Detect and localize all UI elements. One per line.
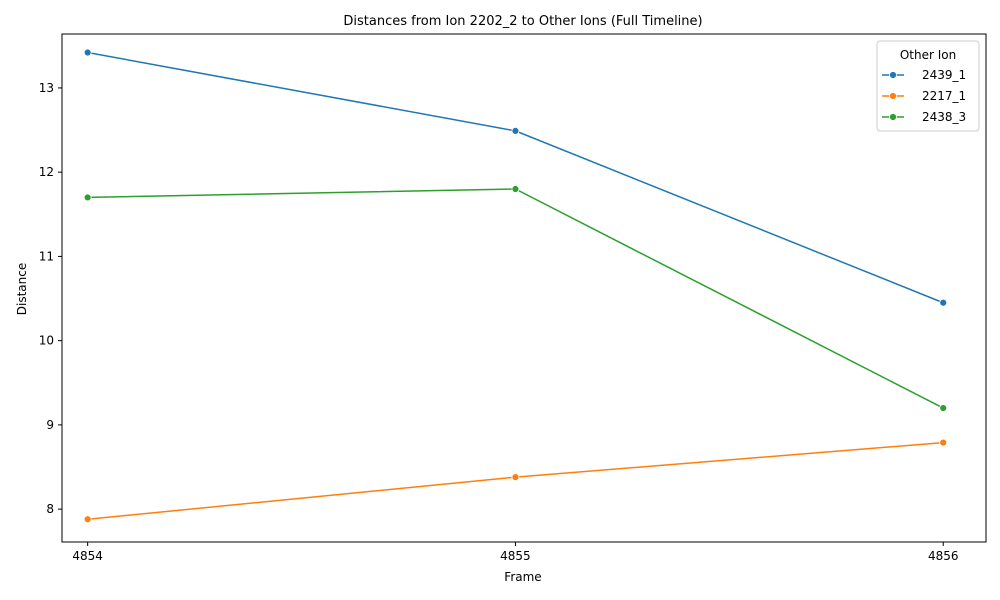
legend-item-2439_1: 2439_1 — [882, 68, 966, 82]
data-point-2438_3 — [511, 185, 520, 193]
series-line-2439_1 — [87, 51, 944, 304]
y-axis-label: Distance — [15, 263, 29, 315]
data-point-2438_3 — [939, 404, 948, 412]
legend-marker-swatch — [889, 113, 897, 121]
data-point-2217_1 — [83, 515, 92, 524]
data-point-2217_1 — [511, 473, 520, 482]
legend-item-2217_1: 2217_1 — [882, 89, 966, 103]
data-point-2217_1 — [939, 438, 948, 447]
data-point-2439_1 — [511, 126, 520, 135]
plot-area — [61, 33, 987, 543]
legend-label: 2438_3 — [922, 110, 966, 124]
x-axis: 4854 4855 4856 — [72, 542, 958, 563]
chart-title: Distances from Ion 2202_2 to Other Ions … — [343, 14, 702, 29]
y-axis: 8 9 10 11 12 13 — [39, 81, 62, 516]
series-line-2438_3 — [87, 188, 944, 409]
legend-item-2438_3: 2438_3 — [882, 110, 966, 124]
series-layer — [83, 48, 948, 524]
legend-label: 2217_1 — [922, 89, 966, 103]
legend: Other Ion 2439_1 2217_1 2438_3 — [876, 40, 980, 132]
legend-label: 2439_1 — [922, 68, 966, 82]
legend-box — [876, 40, 980, 132]
x-tick-label: 4855 — [500, 549, 531, 563]
x-axis-label: Frame — [504, 570, 541, 584]
y-tick-label: 13 — [39, 81, 54, 95]
legend-title: Other Ion — [900, 48, 956, 62]
y-tick-label: 9 — [46, 418, 54, 432]
y-tick-label: 8 — [46, 502, 54, 516]
data-point-2439_1 — [83, 48, 92, 57]
legend-items: 2439_1 2217_1 2438_3 — [882, 68, 966, 124]
legend-marker-swatch — [889, 92, 897, 100]
legend-marker-swatch — [889, 71, 897, 79]
x-tick-label: 4856 — [928, 549, 959, 563]
y-tick-label: 11 — [39, 249, 54, 263]
x-tick-label: 4854 — [72, 549, 103, 563]
data-point-2439_1 — [939, 298, 948, 307]
data-point-2438_3 — [83, 193, 92, 202]
y-tick-label: 12 — [39, 165, 54, 179]
y-tick-label: 10 — [39, 334, 54, 348]
